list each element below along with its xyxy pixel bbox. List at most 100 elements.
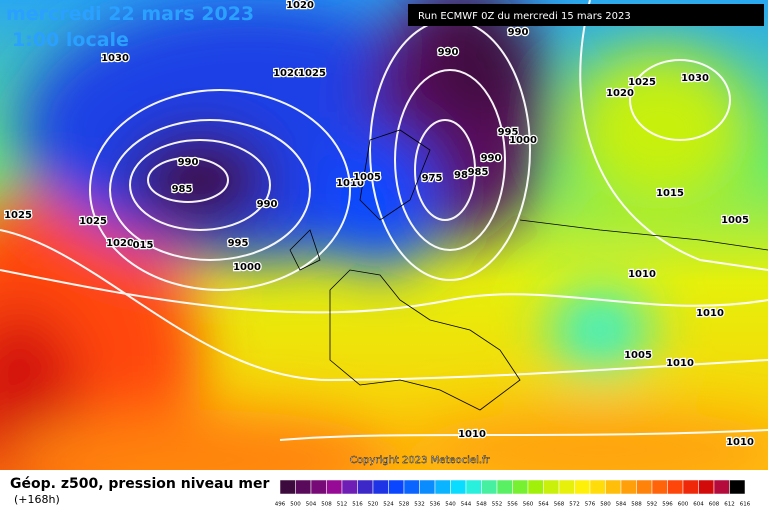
footer-title: Géop. z500, pression niveau mer [10,476,269,492]
legend-label: 612 [724,502,735,508]
legend-swatch [326,479,343,495]
legend-swatch [682,479,699,495]
legend-label: 576 [585,502,596,508]
isobar-label: 1000 [509,135,537,146]
legend-swatch [372,479,389,495]
isobar-label: 98 [454,170,468,181]
legend-swatch [667,479,684,495]
date: mercredi 22 mars 2023 [6,3,254,25]
legend-label: 500 [290,502,301,508]
isobar-label: 990 [178,157,199,168]
copyright: Copyright 2023 Meteociel.fr [350,455,491,466]
legend-label: 556 [507,502,518,508]
legend-label: 520 [368,502,379,508]
legend-swatch [651,479,668,495]
legend-label: 608 [709,502,720,508]
legend-label: 564 [538,502,549,508]
legend-label: 508 [321,502,332,508]
legend-label: 584 [616,502,627,508]
run-info: Run ECMWF 0Z du mercredi 15 mars 2023 [418,11,631,22]
isobar-label: 995 [498,127,519,138]
legend-swatch [496,479,513,495]
isobar-label: 1010 [666,358,694,369]
legend-swatch [620,479,637,495]
legend-swatch [527,479,544,495]
lead-time: (+168h) [14,493,60,506]
legend-label: 544 [461,502,472,508]
isobar-label: 1005 [721,215,749,226]
legend-label: 596 [662,502,673,508]
legend-swatch [574,479,591,495]
isobar-label: 1030 [101,53,129,64]
isobar-label: 1010 [458,429,486,440]
legend-label: 568 [554,502,565,508]
isobar-label: 990 [438,47,459,58]
legend-label: 536 [430,502,441,508]
legend-swatch [310,479,327,495]
legend-label: 604 [693,502,704,508]
isobar-label: 1030 [681,73,709,84]
isobar-label: 985 [172,184,193,195]
legend-swatch [279,479,296,495]
legend-swatch [512,479,529,495]
legend-swatch [419,479,436,495]
legend-swatch [465,479,482,495]
legend-label: 540 [445,502,456,508]
isobar-label: 1025 [79,216,107,227]
isobar-label: 1010 [628,269,656,280]
isobar-label: 1020 [273,68,301,79]
legend-label: 528 [399,502,410,508]
legend-label: 512 [337,502,348,508]
legend-swatch [713,479,730,495]
isobar-label: 1010 [696,308,724,319]
legend-label: 588 [631,502,642,508]
legend-label: 580 [600,502,611,508]
legend-label: 504 [306,502,317,508]
legend-swatch [636,479,653,495]
isobar-label: 1005 [624,350,652,361]
legend-swatch [558,479,575,495]
isobar-label: 1015 [656,188,684,199]
isobar-label: 1000 [233,262,261,273]
isobar-label: 985 [468,167,489,178]
legend-swatch [295,479,312,495]
isobar-label: 1020 [286,0,314,11]
isobar-label: 015 [133,240,154,251]
legend-swatch [589,479,606,495]
legend-label: 552 [492,502,503,508]
isobar-label: 990 [508,27,529,38]
legend-label: 592 [647,502,658,508]
legend-swatch [403,479,420,495]
legend-label: 532 [414,502,425,508]
legend-swatch [543,479,560,495]
time: 1:00 locale [12,29,129,51]
legend-label: 548 [476,502,487,508]
legend-swatch [450,479,467,495]
legend-label: 600 [678,502,689,508]
isobar-label: 1025 [628,77,656,88]
legend-swatch [388,479,405,495]
legend-label: 616 [740,502,751,508]
legend-label: 560 [523,502,534,508]
isobar-label: 1010 [336,178,364,189]
legend-swatch [729,479,746,495]
legend-label: 516 [352,502,363,508]
legend-swatch [434,479,451,495]
isobar-label: 1020 [606,88,634,99]
isobar-label: 1025 [4,210,32,221]
legend-swatch [605,479,622,495]
isobar-label: 995 [228,238,249,249]
isobar-label: 975 [422,173,443,184]
legend-label: 524 [383,502,394,508]
isobar-label: 990 [481,153,502,164]
legend-swatch [357,479,374,495]
isobar-label: 1010 [726,437,754,448]
legend-label: 572 [569,502,580,508]
isobar-label: 1005 [353,172,381,183]
legend-swatch [341,479,358,495]
isobar-label: 990 [257,199,278,210]
legend-label: 496 [275,502,286,508]
legend-swatch [481,479,498,495]
